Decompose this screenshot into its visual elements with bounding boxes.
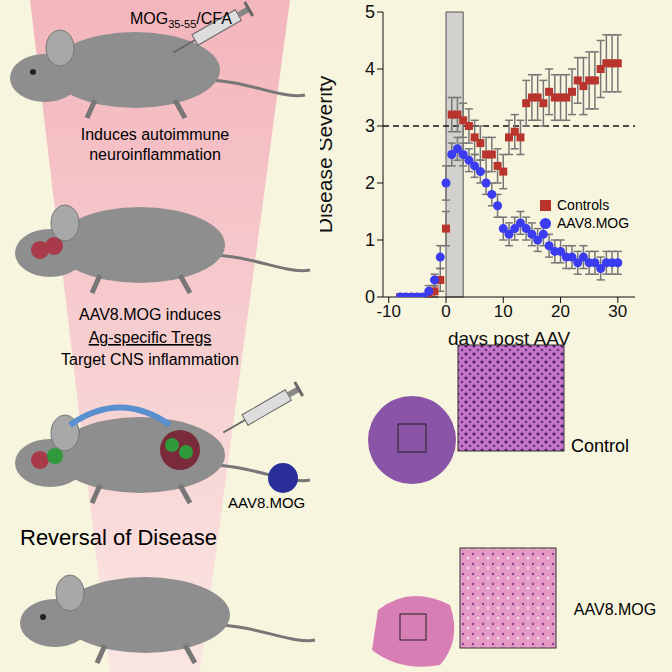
svg-text:5: 5: [365, 2, 375, 22]
svg-text:days post AAV: days post AAV: [448, 328, 570, 345]
svg-text:Control: Control: [571, 436, 629, 456]
svg-text:0: 0: [365, 287, 375, 307]
svg-text:0: 0: [441, 302, 450, 321]
svg-text:Induces autoimmune: Induces autoimmune: [81, 126, 230, 143]
svg-text:Disease Severity: Disease Severity: [320, 75, 336, 233]
svg-text:Ag-specific Tregs: Ag-specific Tregs: [89, 329, 212, 346]
svg-text:AAV8.MOG: AAV8.MOG: [228, 494, 305, 511]
svg-text:MOG35-55/CFA: MOG35-55/CFA: [130, 10, 232, 30]
svg-text:2: 2: [365, 173, 375, 193]
svg-text:3: 3: [365, 116, 375, 136]
svg-text:Target CNS inflammation: Target CNS inflammation: [61, 351, 239, 368]
svg-text:30: 30: [608, 302, 627, 321]
svg-text:4: 4: [365, 59, 375, 79]
svg-text:20: 20: [551, 302, 570, 321]
svg-text:AAV8.MOG: AAV8.MOG: [574, 601, 656, 618]
svg-text:AAV8.MOG induces: AAV8.MOG induces: [79, 306, 221, 323]
svg-text:-10: -10: [376, 302, 401, 321]
svg-text:Reversal of Disease: Reversal of Disease: [20, 525, 217, 550]
svg-text:neuroinflammation: neuroinflammation: [89, 146, 221, 163]
svg-text:1: 1: [365, 230, 375, 250]
html-text:AAV8.MOG: AAV8.MOG: [557, 215, 630, 231]
html-text:Controls: Controls: [557, 197, 610, 213]
svg-text:10: 10: [494, 302, 513, 321]
